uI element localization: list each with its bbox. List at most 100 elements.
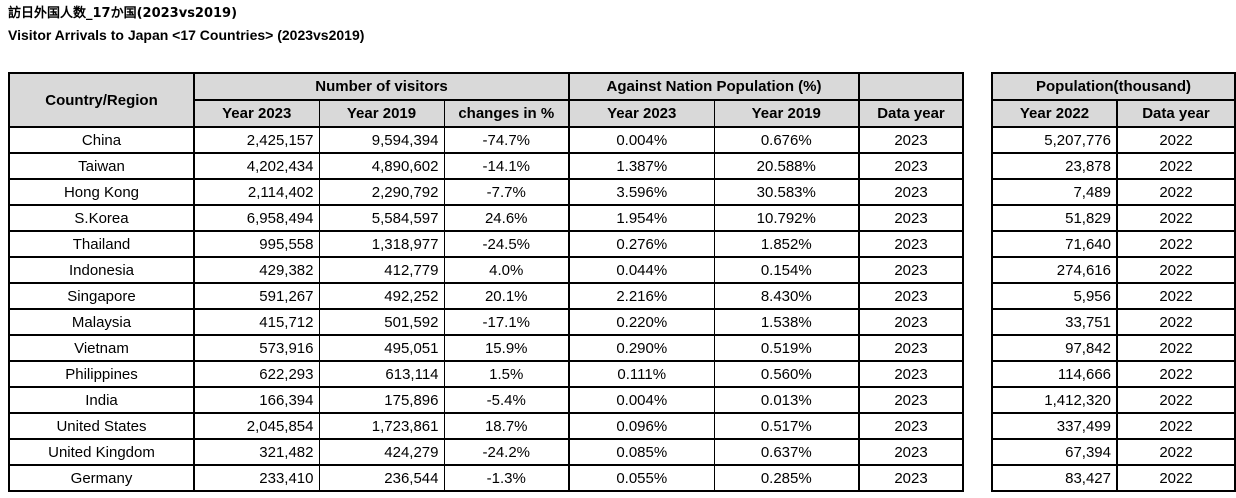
population-2022-cell: 7,489 [991, 178, 1118, 206]
tables-container: Country/Region Number of visitors Agains… [8, 72, 1236, 492]
data-year-cell: 2023 [858, 256, 964, 284]
data-year-cell: 2023 [858, 412, 964, 440]
visitors-2019-cell: 236,544 [318, 464, 445, 492]
visitors-2023-cell: 415,712 [193, 308, 320, 336]
against-pop-2019-cell: 0.637% [713, 438, 860, 466]
data-year-cell: 2023 [858, 152, 964, 180]
against-pop-2023-cell: 2.216% [568, 282, 715, 310]
against-pop-2023-cell: 0.004% [568, 126, 715, 154]
country-cell: Indonesia [8, 256, 195, 284]
against-pop-2023-cell: 0.290% [568, 334, 715, 362]
table-row: Hong Kong 2,114,402 2,290,792 -7.7% 3.596% 30… [8, 178, 964, 206]
population-2022-cell: 51,829 [991, 204, 1118, 232]
change-pct-cell: -24.5% [443, 230, 570, 258]
against-pop-2019-cell: 8.430% [713, 282, 860, 310]
change-pct-cell: -24.2% [443, 438, 570, 466]
against-pop-2023-cell: 0.055% [568, 464, 715, 492]
against-pop-2023-cell: 1.954% [568, 204, 715, 232]
table-row: Singapore 591,267 492,252 20.1% 2.216% 8.430%… [8, 282, 964, 310]
group-header-row: Population(thousand) [991, 72, 1236, 101]
population-2022-cell: 67,394 [991, 438, 1118, 466]
col-header-data-year: Data year [858, 99, 964, 128]
table-row: United States 2,045,854 1,723,861 18.7% 0.09… [8, 412, 964, 440]
col-header-population-data-year: Data year [1116, 99, 1236, 128]
population-data-year-cell: 2022 [1116, 178, 1236, 206]
visitors-2023-cell: 233,410 [193, 464, 320, 492]
visitors-2023-cell: 166,394 [193, 386, 320, 414]
data-year-cell: 2023 [858, 386, 964, 414]
visitors-2023-cell: 573,916 [193, 334, 320, 362]
data-year-cell: 2023 [858, 204, 964, 232]
population-2022-cell: 83,427 [991, 464, 1118, 492]
population-2022-cell: 33,751 [991, 308, 1118, 336]
against-pop-2023-cell: 0.096% [568, 412, 715, 440]
visitors-2019-cell: 5,584,597 [318, 204, 445, 232]
visitors-2019-cell: 1,723,861 [318, 412, 445, 440]
visitors-2019-cell: 613,114 [318, 360, 445, 388]
against-pop-2019-cell: 10.792% [713, 204, 860, 232]
against-pop-2019-cell: 0.285% [713, 464, 860, 492]
change-pct-cell: 15.9% [443, 334, 570, 362]
against-pop-2019-cell: 1.852% [713, 230, 860, 258]
page-titles: 訪日外国人数_17か国(2023vs2019) Visitor Arrivals… [0, 0, 1236, 46]
population-2022-cell: 23,878 [991, 152, 1118, 180]
population-data-year-cell: 2022 [1116, 386, 1236, 414]
table-row: 51,829 2022 [991, 204, 1236, 232]
col-header-changes-in-percent: changes in % [443, 99, 570, 128]
col-header-pop-pct-year-2023: Year 2023 [568, 99, 715, 128]
page-title-english: Visitor Arrivals to Japan <17 Countries>… [8, 27, 365, 43]
against-pop-2023-cell: 0.276% [568, 230, 715, 258]
col-header-visitors-year-2023: Year 2023 [193, 99, 320, 128]
against-pop-2023-cell: 0.004% [568, 386, 715, 414]
country-cell: United Kingdom [8, 438, 195, 466]
change-pct-cell: 20.1% [443, 282, 570, 310]
population-2022-cell: 5,956 [991, 282, 1118, 310]
population-data-year-cell: 2022 [1116, 334, 1236, 362]
table-row: 83,427 2022 [991, 464, 1236, 492]
visitors-2023-cell: 591,267 [193, 282, 320, 310]
visitors-2019-cell: 9,594,394 [318, 126, 445, 154]
country-cell: United States [8, 412, 195, 440]
data-year-cell: 2023 [858, 178, 964, 206]
visitors-2019-cell: 495,051 [318, 334, 445, 362]
change-pct-cell: 4.0% [443, 256, 570, 284]
visitors-2019-cell: 501,592 [318, 308, 445, 336]
visitors-2023-cell: 2,425,157 [193, 126, 320, 154]
change-pct-cell: -7.7% [443, 178, 570, 206]
visitors-2019-cell: 492,252 [318, 282, 445, 310]
data-year-cell: 2023 [858, 230, 964, 258]
table-row: 337,499 2022 [991, 412, 1236, 440]
table-row: China 2,425,157 9,594,394 -74.7% 0.004% 0.676… [8, 126, 964, 154]
visitors-2023-cell: 622,293 [193, 360, 320, 388]
population-data-year-cell: 2022 [1116, 256, 1236, 284]
change-pct-cell: -14.1% [443, 152, 570, 180]
visitors-2023-cell: 6,958,494 [193, 204, 320, 232]
visitors-2019-cell: 2,290,792 [318, 178, 445, 206]
table-row: 1,412,320 2022 [991, 386, 1236, 414]
table-row: Taiwan 4,202,434 4,890,602 -14.1% 1.387% 20.5… [8, 152, 964, 180]
population-data-year-cell: 2022 [1116, 360, 1236, 388]
change-pct-cell: 24.6% [443, 204, 570, 232]
group-header-row: Country/Region Number of visitors Agains… [8, 72, 964, 128]
against-pop-2019-cell: 0.519% [713, 334, 860, 362]
table-row: 114,666 2022 [991, 360, 1236, 388]
population-data-year-cell: 2022 [1116, 438, 1236, 466]
country-cell: Singapore [8, 282, 195, 310]
col-header-population-year-2022: Year 2022 [991, 99, 1118, 128]
page-title-japanese: 訪日外国人数_17か国(2023vs2019) [8, 6, 238, 21]
table-row: Germany 233,410 236,544 -1.3% 0.055% 0.285% 20… [8, 464, 964, 492]
table-row: India 166,394 175,896 -5.4% 0.004% 0.013% 2023 [8, 386, 964, 414]
table-row: S.Korea 6,958,494 5,584,597 24.6% 1.954% 10.7… [8, 204, 964, 232]
data-year-cell: 2023 [858, 308, 964, 336]
population-table: Population(thousand) Year 2022 Data year… [991, 72, 1236, 492]
against-pop-2023-cell: 0.085% [568, 438, 715, 466]
population-2022-cell: 71,640 [991, 230, 1118, 258]
table-row: 5,207,776 2022 [991, 126, 1236, 154]
table-row: 67,394 2022 [991, 438, 1236, 466]
visitors-2019-cell: 1,318,977 [318, 230, 445, 258]
against-pop-2023-cell: 3.596% [568, 178, 715, 206]
table-row: Indonesia 429,382 412,779 4.0% 0.044% 0.154% 2… [8, 256, 964, 284]
visitors-2023-cell: 321,482 [193, 438, 320, 466]
against-pop-2023-cell: 1.387% [568, 152, 715, 180]
data-year-cell: 2023 [858, 126, 964, 154]
